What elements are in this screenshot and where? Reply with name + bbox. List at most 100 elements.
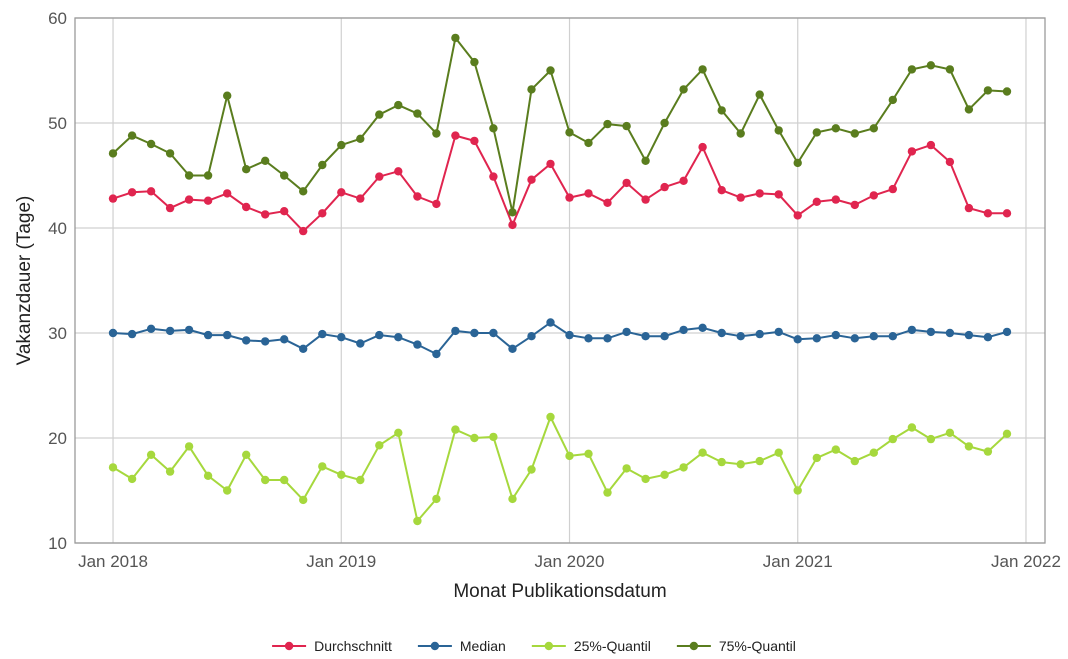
data-point-25-quantil bbox=[489, 432, 498, 442]
data-point-durchschnitt bbox=[318, 209, 327, 218]
data-point-median bbox=[603, 334, 612, 343]
legend-label: Durchschnitt bbox=[314, 638, 392, 654]
data-point-durchschnitt bbox=[660, 182, 669, 192]
x-axis-title: Monat Publikationsdatum bbox=[453, 581, 666, 602]
data-point-median bbox=[261, 337, 270, 346]
data-point-median bbox=[165, 326, 175, 336]
data-point-durchschnitt bbox=[299, 226, 308, 236]
x-tick-label: Jan 2019 bbox=[306, 552, 376, 571]
data-point-durchschnitt bbox=[565, 193, 574, 202]
data-point-25-quantil bbox=[165, 467, 175, 476]
data-point-durchschnitt bbox=[622, 178, 631, 188]
data-point-median bbox=[413, 340, 422, 349]
data-point-median bbox=[546, 318, 555, 327]
data-point-25-quantil bbox=[660, 470, 669, 479]
data-point-75-quantil bbox=[888, 95, 897, 105]
legend-item-25-quantil: 25%-Quantil bbox=[531, 638, 651, 654]
data-point-25-quantil bbox=[375, 441, 384, 450]
legend-key-marker bbox=[284, 641, 294, 651]
data-point-25-quantil bbox=[299, 495, 308, 505]
data-point-durchschnitt bbox=[907, 147, 917, 156]
data-point-75-quantil bbox=[869, 124, 878, 133]
data-point-25-quantil bbox=[394, 428, 403, 437]
plot-panel-border bbox=[74, 17, 1046, 544]
data-point-75-quantil bbox=[261, 156, 270, 165]
data-point-median bbox=[470, 328, 479, 338]
data-point-25-quantil bbox=[964, 442, 974, 451]
data-point-durchschnitt bbox=[698, 142, 707, 152]
data-point-median bbox=[812, 334, 821, 343]
data-point-durchschnitt bbox=[926, 140, 936, 150]
data-point-25-quantil bbox=[774, 448, 783, 457]
data-point-75-quantil bbox=[793, 158, 802, 168]
data-point-25-quantil bbox=[565, 451, 574, 461]
y-axis-title: Vakanzdauer (Tage) bbox=[14, 196, 35, 366]
data-point-durchschnitt bbox=[108, 194, 118, 203]
data-point-median bbox=[432, 349, 441, 359]
x-tick-label: Jan 2020 bbox=[535, 552, 605, 571]
data-point-25-quantil bbox=[470, 433, 479, 443]
data-point-75-quantil bbox=[127, 131, 137, 140]
data-point-median bbox=[318, 329, 327, 339]
data-point-75-quantil bbox=[736, 129, 745, 138]
data-point-durchschnitt bbox=[375, 172, 384, 181]
data-point-75-quantil bbox=[850, 129, 859, 138]
data-point-75-quantil bbox=[165, 149, 175, 158]
data-point-median bbox=[394, 333, 403, 342]
data-point-median bbox=[831, 330, 840, 340]
x-axis-ticks: Jan 2018 Jan 2019 Jan 2020 Jan 2021 Jan 2022 bbox=[78, 552, 1061, 571]
legend-item-median: Median bbox=[417, 638, 506, 654]
series-25-quantil bbox=[108, 412, 1012, 526]
y-tick-label: 10 bbox=[48, 534, 67, 553]
data-point-25-quantil bbox=[945, 428, 955, 437]
data-point-25-quantil bbox=[622, 464, 631, 473]
series-durchschnitt bbox=[108, 131, 1012, 236]
data-point-25-quantil bbox=[603, 488, 612, 497]
data-point-75-quantil bbox=[108, 149, 118, 158]
data-point-25-quantil bbox=[755, 456, 764, 466]
data-point-75-quantil bbox=[489, 124, 498, 133]
data-point-median bbox=[584, 334, 593, 343]
data-point-75-quantil bbox=[280, 171, 289, 180]
data-point-durchschnitt bbox=[1002, 209, 1012, 218]
data-point-25-quantil bbox=[108, 463, 118, 472]
data-point-durchschnitt bbox=[584, 189, 593, 198]
data-point-75-quantil bbox=[337, 140, 346, 150]
data-point-25-quantil bbox=[641, 474, 650, 484]
data-point-median bbox=[1002, 327, 1012, 337]
data-point-75-quantil bbox=[375, 110, 384, 119]
series-75-quantil bbox=[108, 33, 1012, 217]
data-point-25-quantil bbox=[203, 471, 213, 480]
data-point-median bbox=[622, 327, 631, 337]
data-point-25-quantil bbox=[736, 460, 745, 469]
data-point-25-quantil bbox=[983, 447, 993, 456]
data-point-75-quantil bbox=[432, 129, 441, 138]
legend-item-durchschnitt: Durchschnitt bbox=[272, 638, 392, 654]
data-point-median bbox=[223, 330, 232, 340]
data-point-75-quantil bbox=[717, 106, 726, 115]
data-point-75-quantil bbox=[299, 187, 308, 196]
data-point-durchschnitt bbox=[184, 195, 194, 204]
data-point-median bbox=[964, 330, 974, 340]
data-point-75-quantil bbox=[394, 100, 403, 110]
data-point-25-quantil bbox=[146, 450, 156, 459]
data-point-75-quantil bbox=[546, 66, 555, 75]
data-point-75-quantil bbox=[146, 139, 156, 149]
data-point-75-quantil bbox=[660, 118, 669, 128]
data-point-75-quantil bbox=[584, 138, 593, 148]
data-point-75-quantil bbox=[983, 86, 993, 95]
data-point-median bbox=[356, 339, 365, 348]
data-point-durchschnitt bbox=[242, 202, 251, 212]
data-point-25-quantil bbox=[508, 494, 517, 504]
data-point-median bbox=[565, 330, 574, 340]
data-point-durchschnitt bbox=[356, 194, 365, 203]
data-point-75-quantil bbox=[451, 33, 460, 43]
data-point-75-quantil bbox=[242, 165, 251, 174]
data-point-median bbox=[489, 328, 498, 338]
data-point-durchschnitt bbox=[146, 187, 156, 196]
data-point-durchschnitt bbox=[603, 198, 612, 207]
y-tick-label: 50 bbox=[48, 114, 67, 133]
grid bbox=[75, 17, 1045, 544]
data-point-durchschnitt bbox=[280, 207, 289, 216]
